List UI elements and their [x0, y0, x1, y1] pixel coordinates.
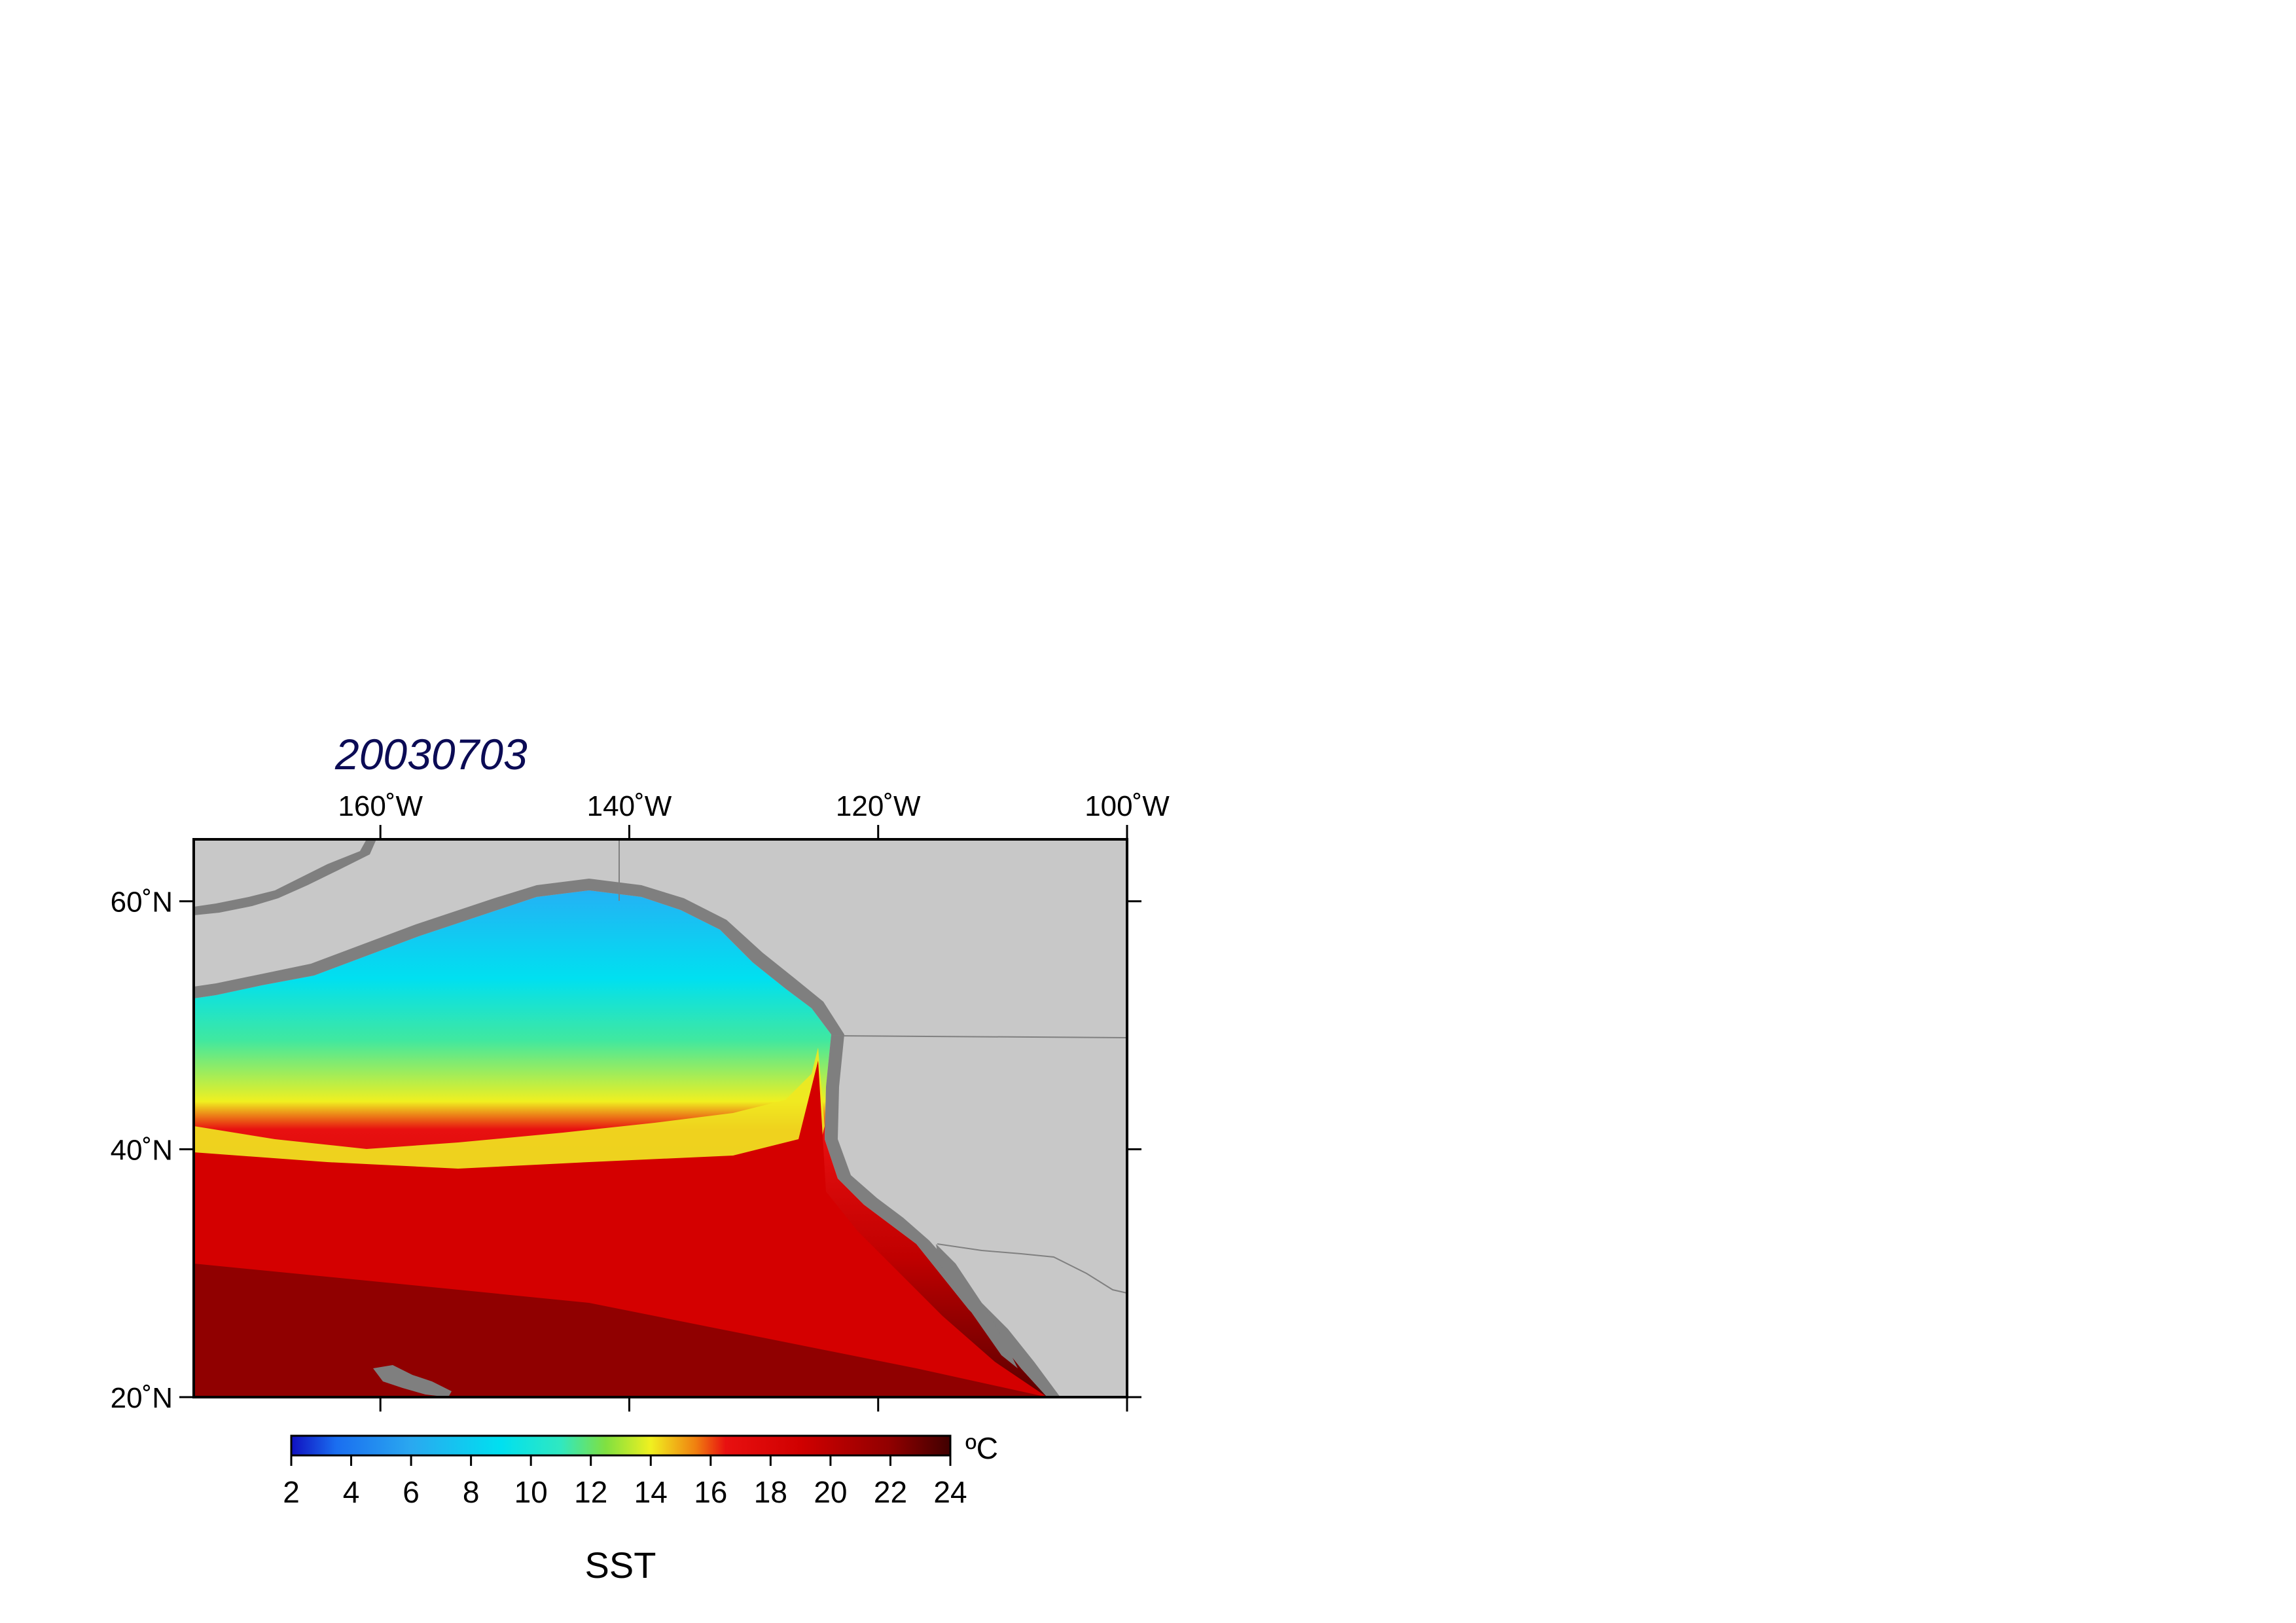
bering-coast-shelf	[194, 839, 376, 915]
colorbar-tick-label: 14	[634, 1475, 668, 1509]
lon-tick-label: 120˚W	[836, 790, 921, 822]
colorbar-tick-label: 18	[754, 1475, 787, 1509]
lon-tick-label: 160˚W	[338, 790, 423, 822]
colorbar-tick-label: 20	[814, 1475, 847, 1509]
us-mexico-border	[937, 1243, 1127, 1294]
map-area	[194, 839, 1127, 1397]
colorbar-variable-label: SST	[585, 1544, 656, 1586]
alaska-northwest-land	[194, 839, 367, 907]
lon-tick-label: 140˚W	[587, 790, 672, 822]
hawaii-islands	[373, 1365, 452, 1397]
colorbar-tick-label: 8	[463, 1475, 480, 1509]
map-title: 20030703	[334, 730, 528, 778]
map-axes: 160˚W 140˚W 120˚W 100˚W 60˚N 40˚N 20˚N	[111, 790, 1170, 1414]
sst-front-yellow	[194, 1048, 825, 1172]
colorbar-unit: ºC	[965, 1431, 998, 1465]
sst-hot-darkred	[194, 1264, 1047, 1397]
colorbar-tick-label: 4	[343, 1475, 360, 1509]
canada-us-border	[831, 1035, 1127, 1038]
lat-tick-label: 40˚N	[111, 1134, 173, 1166]
colorbar-tick-label: 2	[283, 1475, 300, 1509]
colorbar-tick-label: 22	[874, 1475, 907, 1509]
colorbar-tick-label: 10	[514, 1475, 548, 1509]
map-frame	[192, 838, 1128, 1398]
colorbar-tick-label: 24	[933, 1475, 967, 1509]
north-america-land	[194, 839, 1127, 1397]
colorbar-tick-label: 16	[694, 1475, 727, 1509]
lat-tick-label: 20˚N	[111, 1382, 173, 1414]
colorbar: 2 4 6 8 10 12 14 16 18 20 22 24 ºC SST	[283, 1431, 998, 1586]
colorbar-tick-label: 6	[403, 1475, 420, 1509]
lon-tick-label: 100˚W	[1085, 790, 1170, 822]
colorbar-tick-label: 12	[574, 1475, 607, 1509]
lat-tick-label: 60˚N	[111, 886, 173, 919]
baja-california	[936, 1244, 1018, 1368]
colorbar-ticks: 2 4 6 8 10 12 14 16 18 20 22 24	[283, 1455, 967, 1509]
colorbar-gradient	[290, 1434, 952, 1457]
